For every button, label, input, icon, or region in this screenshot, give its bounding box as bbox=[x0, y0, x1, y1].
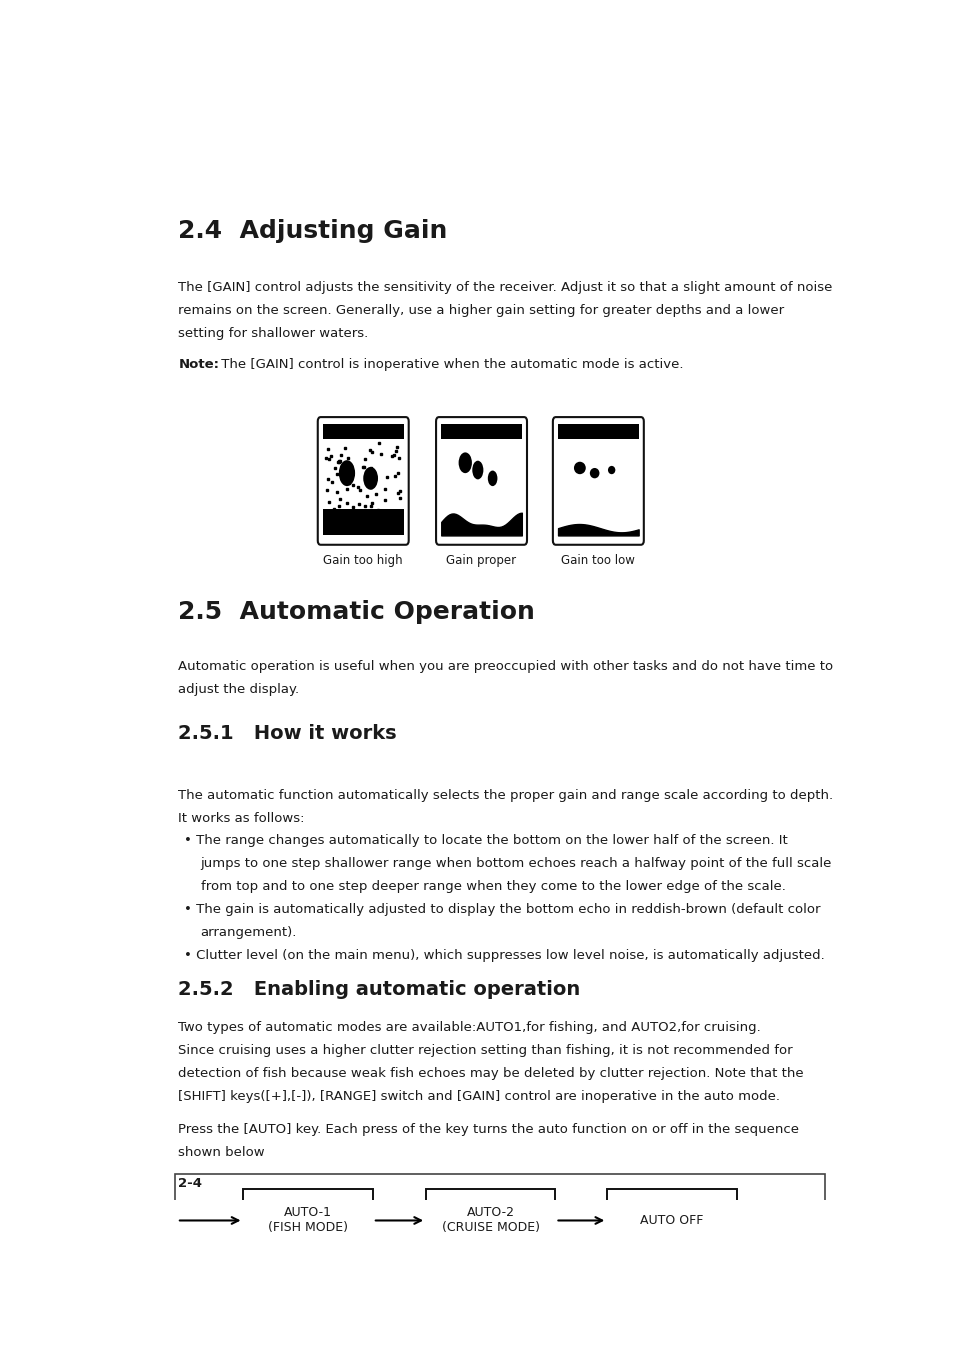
Text: The [GAIN] control is inoperative when the automatic mode is active.: The [GAIN] control is inoperative when t… bbox=[216, 359, 682, 371]
Text: AUTO-1
(FISH MODE): AUTO-1 (FISH MODE) bbox=[268, 1206, 348, 1235]
Text: from top and to one step deeper range when they come to the lower edge of the sc: from top and to one step deeper range wh… bbox=[200, 880, 784, 892]
FancyBboxPatch shape bbox=[553, 417, 643, 545]
Text: The automatic function automatically selects the proper gain and range scale acc: The automatic function automatically sel… bbox=[178, 789, 833, 802]
Text: The [GAIN] control adjusts the sensitivity of the receiver. Adjust it so that a : The [GAIN] control adjusts the sensitivi… bbox=[178, 282, 832, 294]
Text: remains on the screen. Generally, use a higher gain setting for greater depths a: remains on the screen. Generally, use a … bbox=[178, 303, 783, 317]
Text: setting for shallower waters.: setting for shallower waters. bbox=[178, 326, 368, 340]
Bar bbox=[243, 1189, 373, 1252]
Text: • The range changes automatically to locate the bottom on the lower half of the : • The range changes automatically to loc… bbox=[184, 834, 787, 848]
Ellipse shape bbox=[363, 466, 377, 489]
Text: Gain proper: Gain proper bbox=[446, 554, 517, 568]
Text: detection of fish because weak fish echoes may be deleted by clutter rejection. : detection of fish because weak fish echo… bbox=[178, 1066, 803, 1080]
Text: 2.5  Automatic Operation: 2.5 Automatic Operation bbox=[178, 600, 535, 624]
Bar bbox=[441, 425, 521, 439]
FancyBboxPatch shape bbox=[317, 417, 408, 545]
Bar bbox=[606, 1189, 736, 1252]
Text: Gain too high: Gain too high bbox=[323, 554, 402, 568]
Ellipse shape bbox=[589, 468, 598, 479]
Ellipse shape bbox=[487, 470, 497, 487]
Text: It works as follows:: It works as follows: bbox=[178, 811, 305, 825]
Text: adjust the display.: adjust the display. bbox=[178, 683, 299, 696]
Text: Gain too low: Gain too low bbox=[560, 554, 635, 568]
FancyBboxPatch shape bbox=[436, 417, 526, 545]
Bar bbox=[558, 425, 638, 439]
Ellipse shape bbox=[338, 460, 355, 487]
Bar bbox=[426, 1189, 555, 1252]
Text: 2.5.2   Enabling automatic operation: 2.5.2 Enabling automatic operation bbox=[178, 980, 580, 999]
Text: Note:: Note: bbox=[178, 359, 219, 371]
Ellipse shape bbox=[472, 461, 483, 480]
Text: shown below: shown below bbox=[178, 1146, 265, 1159]
Text: 2-4: 2-4 bbox=[178, 1177, 202, 1190]
Text: Two types of automatic modes are available:AUTO1,for fishing, and AUTO2,for crui: Two types of automatic modes are availab… bbox=[178, 1022, 760, 1034]
Text: • Clutter level (on the main menu), which suppresses low level noise, is automat: • Clutter level (on the main menu), whic… bbox=[184, 949, 824, 961]
Ellipse shape bbox=[574, 462, 585, 474]
Text: Since cruising uses a higher clutter rejection setting than fishing, it is not r: Since cruising uses a higher clutter rej… bbox=[178, 1045, 792, 1057]
Text: jumps to one step shallower range when bottom echoes reach a halfway point of th: jumps to one step shallower range when b… bbox=[200, 857, 831, 871]
Text: Automatic operation is useful when you are preoccupied with other tasks and do n: Automatic operation is useful when you a… bbox=[178, 661, 833, 673]
Bar bbox=[323, 425, 403, 439]
Text: • The gain is automatically adjusted to display the bottom echo in reddish-brown: • The gain is automatically adjusted to … bbox=[184, 903, 820, 915]
Text: AUTO OFF: AUTO OFF bbox=[639, 1215, 703, 1227]
Ellipse shape bbox=[458, 453, 472, 473]
Ellipse shape bbox=[607, 466, 615, 474]
Text: 2.5.1   How it works: 2.5.1 How it works bbox=[178, 724, 396, 743]
Text: 2.4  Adjusting Gain: 2.4 Adjusting Gain bbox=[178, 218, 447, 243]
Text: Press the [AUTO] key. Each press of the key turns the auto function on or off in: Press the [AUTO] key. Each press of the … bbox=[178, 1123, 799, 1136]
Text: [SHIFT] keys([+],[-]), [RANGE] switch and [GAIN] control are inoperative in the : [SHIFT] keys([+],[-]), [RANGE] switch an… bbox=[178, 1089, 780, 1103]
Bar bbox=[323, 510, 403, 535]
Text: arrangement).: arrangement). bbox=[200, 926, 296, 938]
Bar bbox=[174, 1174, 824, 1274]
Text: AUTO-2
(CRUISE MODE): AUTO-2 (CRUISE MODE) bbox=[441, 1206, 539, 1235]
